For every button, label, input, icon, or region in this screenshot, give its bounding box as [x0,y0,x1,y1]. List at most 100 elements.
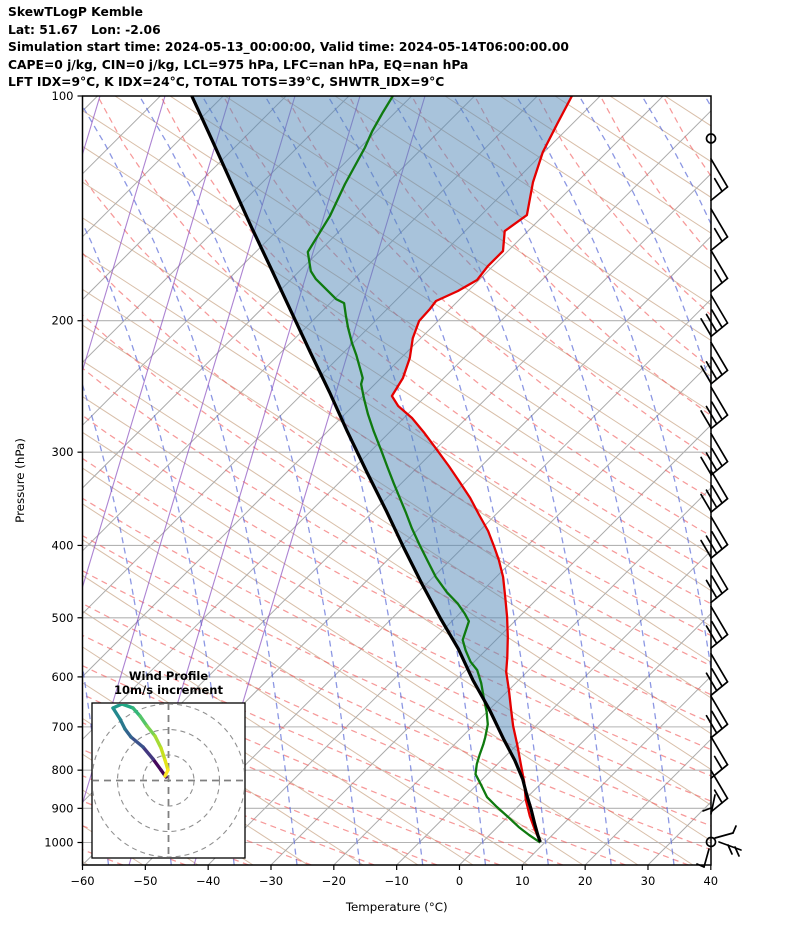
wind-barb-cluster [696,794,742,868]
moist-adiabat-line [82,104,298,865]
wind-barb-icon [710,769,729,813]
isotherm-line [396,549,711,865]
parcel-curve [190,96,542,843]
barb-feather [727,844,733,855]
barb-feather [705,405,718,425]
x-tick-label: −40 [196,874,220,888]
wind-barb-icon [710,249,729,293]
aux-tan-line [82,181,711,592]
barb-staff [710,794,716,815]
hodograph-ring [142,754,195,807]
x-tick-label: −10 [385,874,409,888]
aux-tan-line [82,610,474,865]
barb-feather [705,452,718,472]
wind-barb-icon [705,560,729,604]
axes: −60 −50 −40 −30 −20 −10 0 10 20 30 40 100 200 300 400 5… [13,89,718,914]
barb-feather [710,605,729,636]
y-tick-label: 300 [52,445,74,459]
barb-feather [705,360,718,381]
x-axis-label: Temperature (°C) [345,900,448,914]
aux-tan-line [82,396,711,806]
aux-tan-line [82,467,694,865]
aux-tan-line [720,96,794,865]
moist-adiabat-line [327,96,549,865]
barb-feather [710,769,729,800]
barb-feather [710,341,729,372]
barb-staff [710,543,729,560]
aux-tan-line [82,503,639,865]
isotherm-line [82,96,350,364]
barb-feather [710,560,729,590]
y-tick-label: 800 [52,763,74,777]
aux-tan-line [82,145,711,556]
dry-adiabat-line [97,96,711,605]
isotherm-line [710,864,711,865]
barb-feather [705,489,718,509]
barb-staff [710,236,729,252]
aux-tan-line [82,360,711,771]
barb-feather [713,177,723,193]
isotherm-line [207,361,711,865]
aux-tan-line [82,539,584,865]
y-tick-label: 1000 [44,836,73,850]
aux-tan-line [82,324,711,735]
temperature-curve [390,96,573,843]
barb-staff [710,633,729,649]
moist-adiabat-lines [82,96,794,865]
hodograph-wind-path [159,746,167,762]
barb-feather [713,227,723,243]
isotherm-line [584,738,711,865]
y-tick-label: 400 [52,538,74,552]
moist-adiabat-line [768,97,794,865]
x-tick-label: 0 [456,874,463,888]
dry-adiabat-line [600,96,711,255]
barb-feather [710,652,729,683]
aux-tan-line [82,431,711,842]
barb-staff [710,680,729,697]
hodograph-wind-path [141,745,155,761]
y-tick-label: 600 [52,670,74,684]
barb-feather [710,735,729,766]
aux-tan-line [664,96,711,127]
barb-feather [705,714,718,734]
lat-lon-line: Lat: 51.67 Lon: -2.06 [8,22,161,37]
barb-feather [711,710,723,730]
sim-time-line: Simulation start time: 2024-05-13_00:00:… [8,40,569,54]
wind-barb-icon [705,695,729,739]
wind-barb-icon [710,158,729,202]
hodograph-wind-path [111,706,122,721]
barb-feather [705,672,718,692]
barb-feather [710,208,729,238]
cape-shading [191,96,572,842]
isotherm-line [521,675,711,865]
barb-feather [711,309,723,329]
x-tick-label: 10 [515,874,530,888]
x-tick-label: −50 [133,874,157,888]
mixing-ratio-line [82,96,166,373]
barb-feather [710,249,729,280]
barb-feather [711,484,723,504]
hodograph-wind-path [118,717,127,731]
mixing-ratio-line [82,96,231,589]
hodograph-wind-path [120,704,135,710]
wind-barb-icon [710,735,729,780]
barb-feather [713,789,723,804]
barb-staff [710,497,729,514]
barb-feather [710,386,729,416]
wind-barb-icon [700,294,729,338]
barb-feather [710,515,729,546]
barb-staff [710,186,729,202]
aux-tan-line [82,574,529,865]
barb-feather [713,269,723,284]
barb-feather [702,807,712,812]
hodograph-wind-path [163,758,170,772]
moist-adiabat-line [516,96,711,673]
hodograph-wind-path [151,757,163,772]
barb-feather [710,469,729,500]
x-tick-label: −20 [322,874,346,888]
dry-adiabat-line [0,97,60,865]
barb-feather [710,294,729,324]
barb-feather [734,846,740,857]
hodograph-wind-path [163,768,170,778]
